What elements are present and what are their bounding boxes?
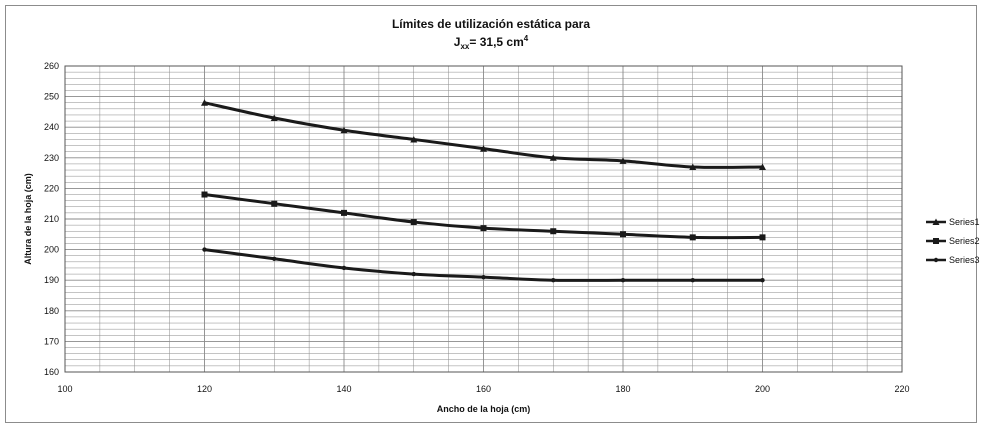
series-2-point	[341, 209, 347, 216]
x-tick-label: 160	[476, 384, 491, 394]
legend-marker	[933, 257, 939, 263]
grid	[64, 65, 903, 373]
y-tick-label: 190	[44, 275, 59, 285]
series-3	[202, 247, 765, 283]
y-tick-label: 180	[44, 306, 59, 316]
tick-labels: 160 170 180 190 200 210 220 230 240 250 260 100 120 1…	[44, 61, 910, 394]
subtitle-suffix: = 31,5 cm	[469, 35, 523, 49]
series-3-point	[760, 278, 765, 283]
y-tick-label: 260	[44, 61, 59, 71]
series-2-point	[410, 219, 417, 226]
chart-frame	[5, 5, 977, 423]
chart-title: Límites de utilización estática para	[392, 17, 590, 31]
subtitle-superscript: 4	[524, 34, 529, 43]
y-tick-label: 240	[44, 122, 59, 132]
x-axis-title: Ancho de la hoja (cm)	[437, 404, 531, 414]
series-3-point	[411, 271, 416, 277]
legend-item: Series3	[926, 255, 980, 265]
legend-label: Series3	[949, 255, 980, 265]
legend-marker	[933, 238, 939, 244]
y-tick-label: 170	[44, 336, 59, 346]
series-2-point	[271, 200, 278, 207]
series-1-point	[340, 126, 348, 134]
series-1-point	[480, 145, 487, 152]
legend-marker	[932, 218, 940, 225]
series-3-point	[272, 256, 277, 261]
series-2-point	[201, 191, 208, 198]
series-3-point	[202, 247, 207, 252]
series-1-point	[549, 154, 557, 161]
subtitle-prefix: J	[454, 35, 461, 49]
series-1-point	[410, 135, 418, 143]
legend-item: Series2	[926, 236, 980, 246]
x-tick-label: 180	[615, 384, 630, 394]
y-tick-label: 250	[44, 92, 59, 102]
x-tick-label: 120	[197, 384, 212, 394]
legend-item: Series1	[926, 217, 980, 227]
series-3-point	[551, 278, 556, 283]
y-tick-label: 230	[44, 153, 59, 163]
series-2-point	[620, 231, 626, 238]
series-2	[201, 191, 766, 241]
x-tick-label: 220	[894, 384, 909, 394]
series-3-point	[690, 278, 695, 283]
series-3-point	[620, 278, 626, 283]
legend: Series1 Series2 Series3	[926, 217, 980, 265]
series-1-point	[270, 114, 278, 122]
plot-area	[64, 65, 903, 373]
series-2-point	[550, 228, 557, 235]
series-2-point	[759, 234, 766, 241]
series-1-point	[689, 163, 697, 170]
y-axis-title: Altura de la hoja (cm)	[23, 173, 33, 265]
series-group	[201, 99, 766, 283]
series-3-point	[481, 274, 486, 280]
y-tick-label: 220	[44, 183, 59, 193]
subtitle-subscript: xx	[460, 42, 469, 51]
y-tick-label: 210	[44, 214, 59, 224]
series-1-point	[759, 163, 766, 170]
x-tick-label: 100	[57, 384, 72, 394]
series-2-point	[480, 225, 487, 232]
series-2-point	[689, 234, 696, 241]
series-1-point	[201, 99, 208, 106]
x-tick-label: 200	[755, 384, 770, 394]
y-tick-label: 200	[44, 245, 59, 255]
x-tick-label: 140	[336, 384, 351, 394]
series-1	[201, 99, 766, 170]
legend-label: Series2	[949, 236, 980, 246]
chart-subtitle: Jxx= 31,5 cm4	[454, 34, 529, 51]
legend-label: Series1	[949, 217, 980, 227]
y-tick-label: 160	[44, 367, 59, 377]
series-3-point	[341, 265, 347, 271]
series-1-point	[619, 157, 627, 164]
